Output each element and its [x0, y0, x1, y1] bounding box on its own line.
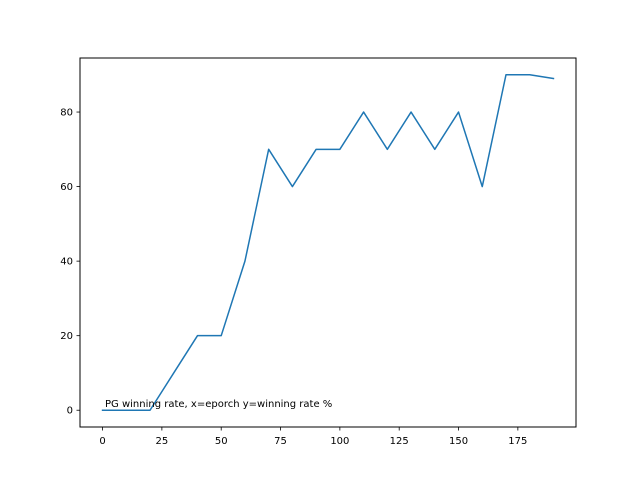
x-tick-label: 125	[390, 436, 409, 447]
y-tick-label: 80	[60, 108, 73, 119]
x-tick-label: 75	[274, 436, 287, 447]
series-line-0	[101, 74, 555, 411]
series-layer	[101, 74, 555, 411]
chart-annotation: PG winning rate, x=eporch y=winning rate…	[105, 399, 332, 410]
x-tick-label: 25	[156, 436, 169, 447]
x-tick-label: 100	[330, 436, 349, 447]
y-tick-label: 40	[60, 257, 73, 268]
x-tick-label: 175	[508, 436, 527, 447]
y-tick-label: 0	[67, 406, 73, 417]
x-tick-label: 50	[215, 436, 228, 447]
x-tick-label: 0	[99, 436, 105, 447]
x-axis-ticks: 0 25 50 75 100 125 150 175	[99, 427, 527, 447]
axes-frame	[79, 57, 577, 428]
x-tick-label: 150	[449, 436, 468, 447]
y-tick-label: 20	[60, 331, 73, 342]
plot-area	[80, 58, 576, 427]
y-axis-ticks: 0 20 40 60 80	[60, 108, 80, 417]
y-tick-label: 60	[60, 182, 73, 193]
